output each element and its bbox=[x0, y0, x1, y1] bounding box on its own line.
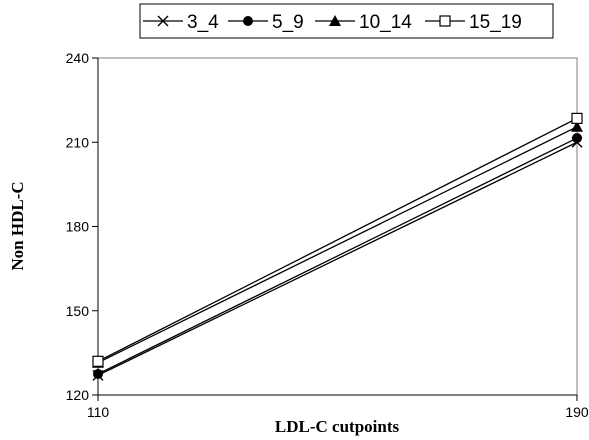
series-line-3_4 bbox=[97, 141, 578, 376]
x-axis-title: LDL-C cutpoints bbox=[275, 417, 400, 436]
x-tick-label: 110 bbox=[87, 404, 110, 420]
y-tick-label: 180 bbox=[66, 219, 90, 235]
y-axis-title: Non HDL-C bbox=[8, 181, 27, 270]
legend: 3_4 5_9 10_14 15_19 bbox=[139, 3, 554, 39]
series-line-15_19 bbox=[97, 117, 578, 362]
legend-marker-5_9 bbox=[243, 16, 253, 26]
series-line-10_14 bbox=[97, 126, 578, 364]
x-ticks: 110 190 bbox=[87, 395, 589, 420]
legend-marker-10_14 bbox=[329, 15, 341, 26]
data-point-5_9 bbox=[93, 368, 103, 379]
series-group bbox=[92, 112, 583, 381]
legend-marker-15_19 bbox=[439, 15, 451, 27]
y-tick-label: 120 bbox=[66, 387, 90, 403]
y-tick-label: 210 bbox=[66, 134, 90, 150]
data-point-15_19 bbox=[571, 112, 583, 124]
data-point-5_9 bbox=[572, 133, 582, 144]
data-point-10_14 bbox=[571, 120, 583, 132]
legend-marker-3_4 bbox=[157, 15, 169, 27]
plot-area bbox=[97, 57, 578, 396]
legend-label-3_4: 3_4 bbox=[187, 12, 219, 33]
y-ticks: 120 150 180 210 240 bbox=[66, 50, 98, 403]
y-tick-label: 150 bbox=[66, 303, 90, 319]
data-point-15_19 bbox=[92, 355, 104, 367]
x-tick-label: 190 bbox=[565, 404, 589, 420]
legend-label-15_19: 15_19 bbox=[469, 12, 522, 33]
y-tick-label: 240 bbox=[66, 50, 90, 66]
legend-label-5_9: 5_9 bbox=[272, 12, 304, 33]
legend-label-10_14: 10_14 bbox=[359, 12, 412, 33]
series-line-5_9 bbox=[97, 137, 578, 375]
